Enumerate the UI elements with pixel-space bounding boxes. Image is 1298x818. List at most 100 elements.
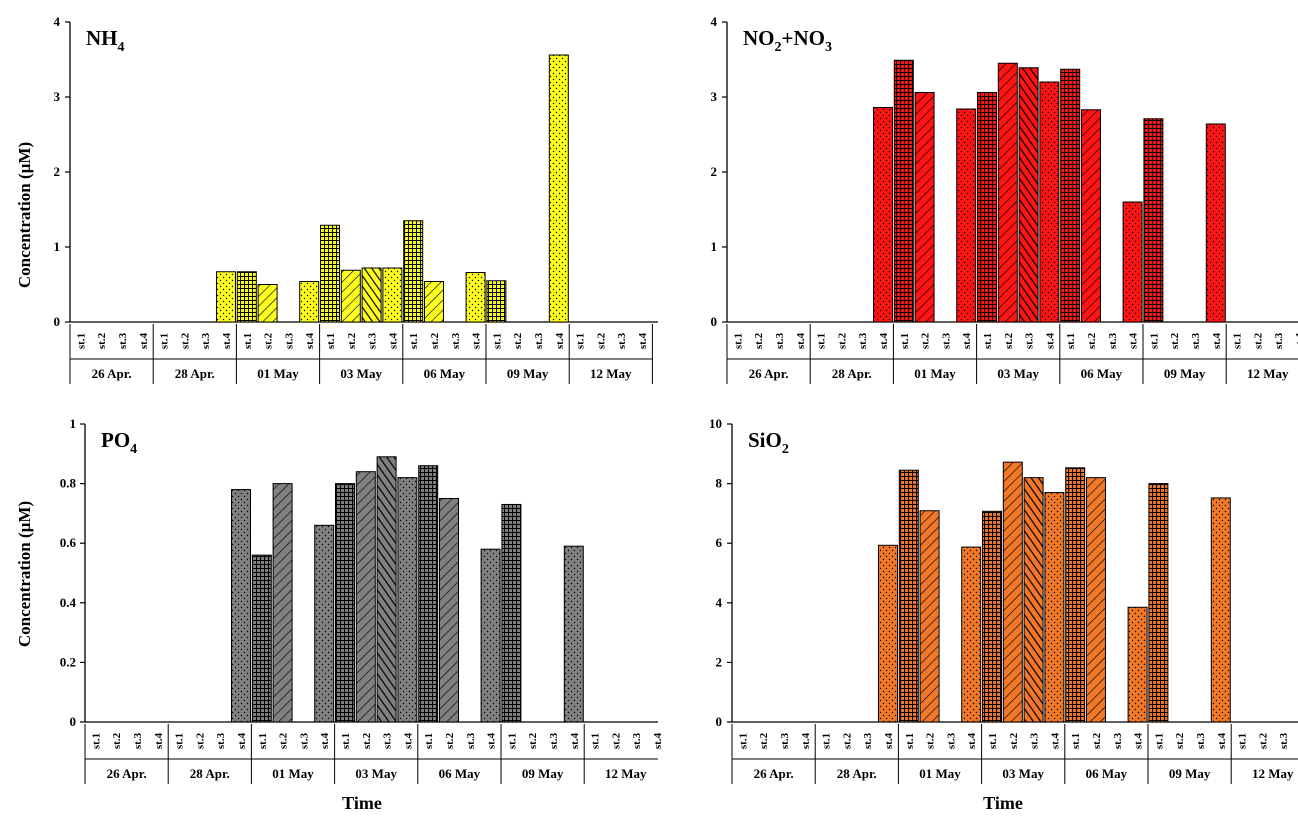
x-tick-label-station: st.1 (590, 733, 602, 749)
bar-pattern (1127, 606, 1148, 723)
x-tick-label-station: st.3 (1112, 732, 1124, 749)
bar-pattern (1044, 492, 1065, 723)
x-tick-label-station: st.3 (631, 732, 643, 749)
x-tick-label-station: st.1 (575, 333, 587, 349)
x-tick-label-station: st.4 (1294, 332, 1298, 349)
x-tick-label-station: st.2 (1003, 332, 1015, 349)
x-tick-label-station: st.2 (1169, 332, 1181, 349)
x-tick-label-station: st.3 (132, 732, 144, 749)
x-tick-label-station: st.4 (387, 332, 399, 349)
x-tick-label-station: st.3 (857, 332, 869, 349)
x-group-label: 28 Apr. (190, 766, 230, 781)
x-tick-label-station: st.1 (982, 333, 994, 349)
x-tick-label-station: st.3 (283, 332, 295, 349)
bar-pattern (257, 284, 278, 323)
bar-pattern (1018, 67, 1039, 323)
x-group-label: 26 Apr. (92, 366, 132, 381)
x-tick-label-station: st.2 (179, 332, 191, 349)
x-group-label: 09 May (507, 366, 549, 381)
panel-title: NH4 (86, 26, 125, 55)
y-tick-label: 2 (716, 654, 723, 669)
x-tick-label-station: st.1 (159, 333, 171, 349)
x-tick-label-station: st.4 (138, 332, 150, 349)
x-group-label: 06 May (439, 766, 481, 781)
x-axis-title-right: Time (983, 793, 1023, 813)
bar-pattern (1210, 497, 1231, 723)
bar-pattern (320, 224, 340, 323)
bar-pattern (878, 544, 898, 723)
y-tick-label: 0.6 (60, 535, 77, 550)
x-tick-label-station: st.3 (215, 732, 227, 749)
y-tick-label: 2 (711, 164, 718, 179)
x-tick-label-station: st.4 (961, 332, 973, 349)
x-group-label: 09 May (1169, 766, 1211, 781)
x-group-label: 01 May (919, 766, 961, 781)
x-tick-label-station: st.4 (304, 332, 316, 349)
panel-sio2: 0 2 4 6 8 10 st.1 st.2 st.3 st.4 26 Apr. st.1 st.2 st… (709, 416, 1298, 784)
x-tick-label-station: st.3 (367, 332, 379, 349)
x-tick-label-station: st.4 (1211, 332, 1223, 349)
y-tick-label: 0.4 (60, 595, 77, 610)
x-tick-label-station: st.1 (1232, 333, 1244, 349)
x-tick-label-station: st.3 (450, 332, 462, 349)
bar-pattern (1039, 81, 1060, 323)
x-tick-label-station: st.2 (444, 732, 456, 749)
x-tick-label-station: st.1 (737, 733, 749, 749)
x-group-label: 26 Apr. (749, 366, 789, 381)
x-tick-label-station: st.2 (194, 732, 206, 749)
panel-title: SiO2 (748, 428, 789, 457)
y-tick-label: 4 (711, 14, 718, 29)
bar-pattern (873, 107, 893, 323)
x-tick-label-station: st.2 (925, 732, 937, 749)
x-tick-label-station: st.2 (753, 332, 765, 349)
x-tick-label-station: st.3 (1107, 332, 1119, 349)
bar-pattern (1086, 477, 1106, 723)
x-tick-label-station: st.4 (471, 332, 483, 349)
bar-pattern (418, 465, 439, 723)
x-group-label: 06 May (1086, 766, 1128, 781)
y-tick-label: 0 (716, 714, 723, 729)
x-tick-label-station: st.4 (319, 732, 331, 749)
x-tick-label-station: st.2 (1257, 732, 1269, 749)
bar-pattern (382, 267, 403, 323)
y-tick-label: 3 (711, 89, 718, 104)
x-tick-label-station: st.1 (257, 733, 269, 749)
y-tick-label: 1 (70, 416, 77, 431)
x-group-label: 26 Apr. (107, 766, 147, 781)
bar-pattern (977, 92, 997, 323)
x-group-label: 12 May (605, 766, 647, 781)
x-tick-label-station: st.2 (111, 732, 123, 749)
x-group-label: 09 May (1164, 366, 1206, 381)
x-tick-label-station: st.2 (1252, 332, 1264, 349)
bar-pattern (1023, 477, 1044, 723)
x-tick-label-station: st.3 (548, 732, 560, 749)
x-tick-label-station: st.3 (945, 732, 957, 749)
bar-pattern (1081, 109, 1101, 323)
x-tick-label-station: st.1 (491, 333, 503, 349)
x-tick-label-station: st.2 (758, 732, 770, 749)
x-group-label: 12 May (1247, 366, 1289, 381)
x-tick-label-station: st.1 (506, 733, 518, 749)
bar-pattern (424, 281, 444, 323)
x-tick-label-station: st.3 (940, 332, 952, 349)
x-tick-label-station: st.4 (221, 332, 233, 349)
y-tick-label: 3 (54, 89, 61, 104)
x-tick-label-station: st.1 (423, 733, 435, 749)
x-group-label: 01 May (257, 366, 299, 381)
bar-pattern (1148, 483, 1169, 723)
bar-pattern (236, 271, 257, 323)
x-tick-label-station: st.4 (652, 732, 664, 749)
bar-pattern (1065, 467, 1086, 723)
x-tick-label-station: st.4 (800, 732, 812, 749)
x-tick-label-station: st.4 (883, 732, 895, 749)
x-tick-label-station: st.3 (862, 732, 874, 749)
x-tick-label-station: st.3 (117, 332, 129, 349)
x-tick-label-station: st.1 (325, 333, 337, 349)
x-tick-label-station: st.4 (1128, 332, 1140, 349)
x-tick-label-station: st.4 (402, 732, 414, 749)
x-tick-label-station: st.4 (1044, 332, 1056, 349)
bar-pattern (961, 546, 982, 723)
bar-pattern (397, 477, 418, 723)
bar-pattern (1060, 68, 1081, 323)
x-tick-label-station: st.2 (1174, 732, 1186, 749)
